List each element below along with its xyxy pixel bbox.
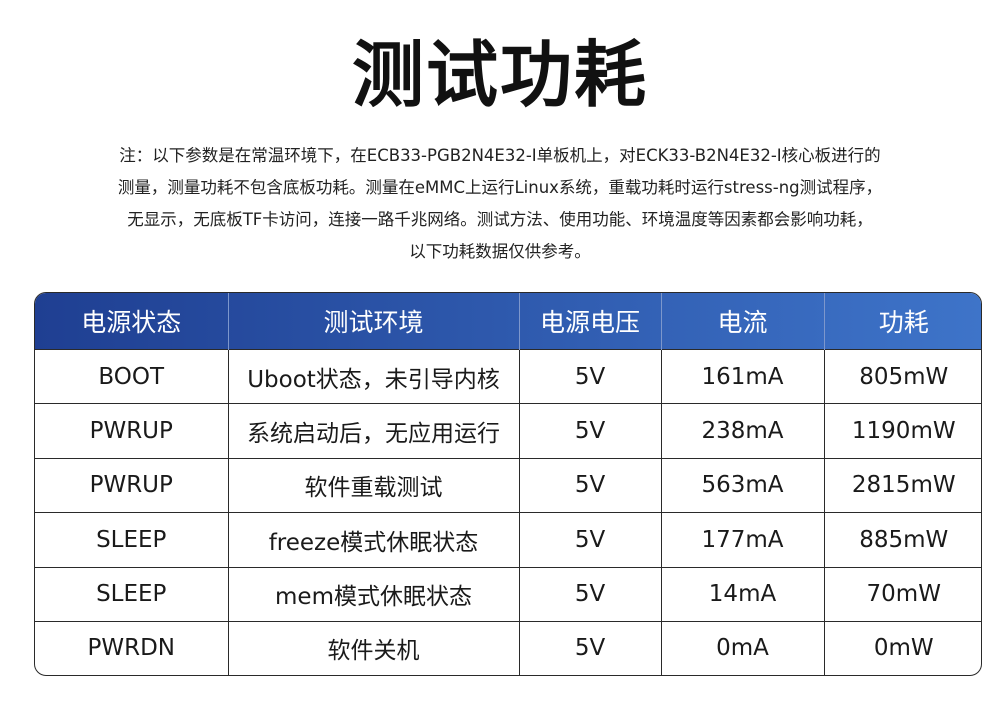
cell-supply-voltage: 5V xyxy=(519,403,662,459)
table-row: PWRDN 软件关机 5V 0mA 0mW xyxy=(35,620,981,675)
cell-current: 161mA xyxy=(661,348,825,404)
cell-power: 1190mW xyxy=(824,403,981,459)
cell-supply-voltage: 5V xyxy=(519,620,662,675)
note-line: 注：以下参数是在常温环境下，在ECB33-PGB2N4E32-I单板机上，对EC… xyxy=(119,146,881,165)
cell-supply-voltage: 5V xyxy=(519,512,662,567)
cell-power: 2815mW xyxy=(824,457,981,513)
page-title: 测试功耗 xyxy=(351,33,648,117)
note-line: 测量，测量功耗不包含底板功耗。测量在eMMC上运行Linux系统，重载功耗时运行… xyxy=(117,178,883,197)
cell-supply-voltage: 5V xyxy=(519,348,662,404)
note-paragraph: 注：以下参数是在常温环境下，在ECB33-PGB2N4E32-I单板机上，对EC… xyxy=(40,140,960,268)
cell-test-environment: freeze模式休眠状态 xyxy=(228,512,520,567)
table-row: PWRUP 软件重载测试 5V 563mA 2815mW xyxy=(35,457,981,513)
cell-test-environment: mem模式休眠状态 xyxy=(228,566,520,622)
cell-test-environment: 软件重载测试 xyxy=(228,457,520,513)
cell-supply-voltage: 5V xyxy=(519,457,662,513)
table-header-row: 电源状态 测试环境 电源电压 电流 功耗 xyxy=(35,293,981,350)
column-header-current: 电流 xyxy=(661,293,825,350)
cell-current: 563mA xyxy=(661,457,825,513)
cell-power: 0mW xyxy=(824,620,981,675)
cell-supply-voltage: 5V xyxy=(519,566,662,622)
table-row: SLEEP freeze模式休眠状态 5V 177mA 885mW xyxy=(35,512,981,567)
column-header-power: 功耗 xyxy=(878,308,929,337)
note-line: 以下功耗数据仅供参考。 xyxy=(409,242,591,261)
power-table: 电源状态 测试环境 电源电压 电流 功耗 BOOT Uboot状态，未引导内核 … xyxy=(35,293,981,675)
power-consumption-table: 电源状态 测试环境 电源电压 电流 功耗 BOOT Uboot状态，未引导内核 … xyxy=(34,292,982,676)
column-header-power-state: 电源状态 xyxy=(35,293,229,350)
table-row: PWRUP 系统启动后，无应用运行 5V 238mA 1190mW xyxy=(35,403,981,459)
cell-current: 0mA xyxy=(661,620,825,675)
cell-power: 70mW xyxy=(824,566,981,622)
cell-power-state: SLEEP xyxy=(35,566,229,622)
cell-test-environment: Uboot状态，未引导内核 xyxy=(228,348,520,404)
cell-power: 805mW xyxy=(824,348,981,404)
cell-power-state: PWRUP xyxy=(35,457,229,513)
column-header-test-environment: 测试环境 xyxy=(228,293,520,350)
column-header-supply-voltage: 电源电压 xyxy=(519,293,662,350)
cell-current: 14mA xyxy=(661,566,825,622)
table-row: BOOT Uboot状态，未引导内核 5V 161mA 805mW xyxy=(35,348,981,404)
cell-power-state: PWRUP xyxy=(35,403,229,459)
cell-power-state: BOOT xyxy=(35,348,229,404)
table-row: SLEEP mem模式休眠状态 5V 14mA 70mW xyxy=(35,566,981,622)
cell-power-state: SLEEP xyxy=(35,512,229,567)
cell-current: 238mA xyxy=(661,403,825,459)
cell-current: 177mA xyxy=(661,512,825,567)
cell-test-environment: 软件关机 xyxy=(228,620,520,675)
cell-power-state: PWRDN xyxy=(35,620,229,675)
cell-test-environment: 系统启动后，无应用运行 xyxy=(228,403,520,459)
cell-power: 885mW xyxy=(824,512,981,567)
note-line: 无显示，无底板TF卡访问，连接一路千兆网络。测试方法、使用功能、环境温度等因素都… xyxy=(127,210,873,229)
